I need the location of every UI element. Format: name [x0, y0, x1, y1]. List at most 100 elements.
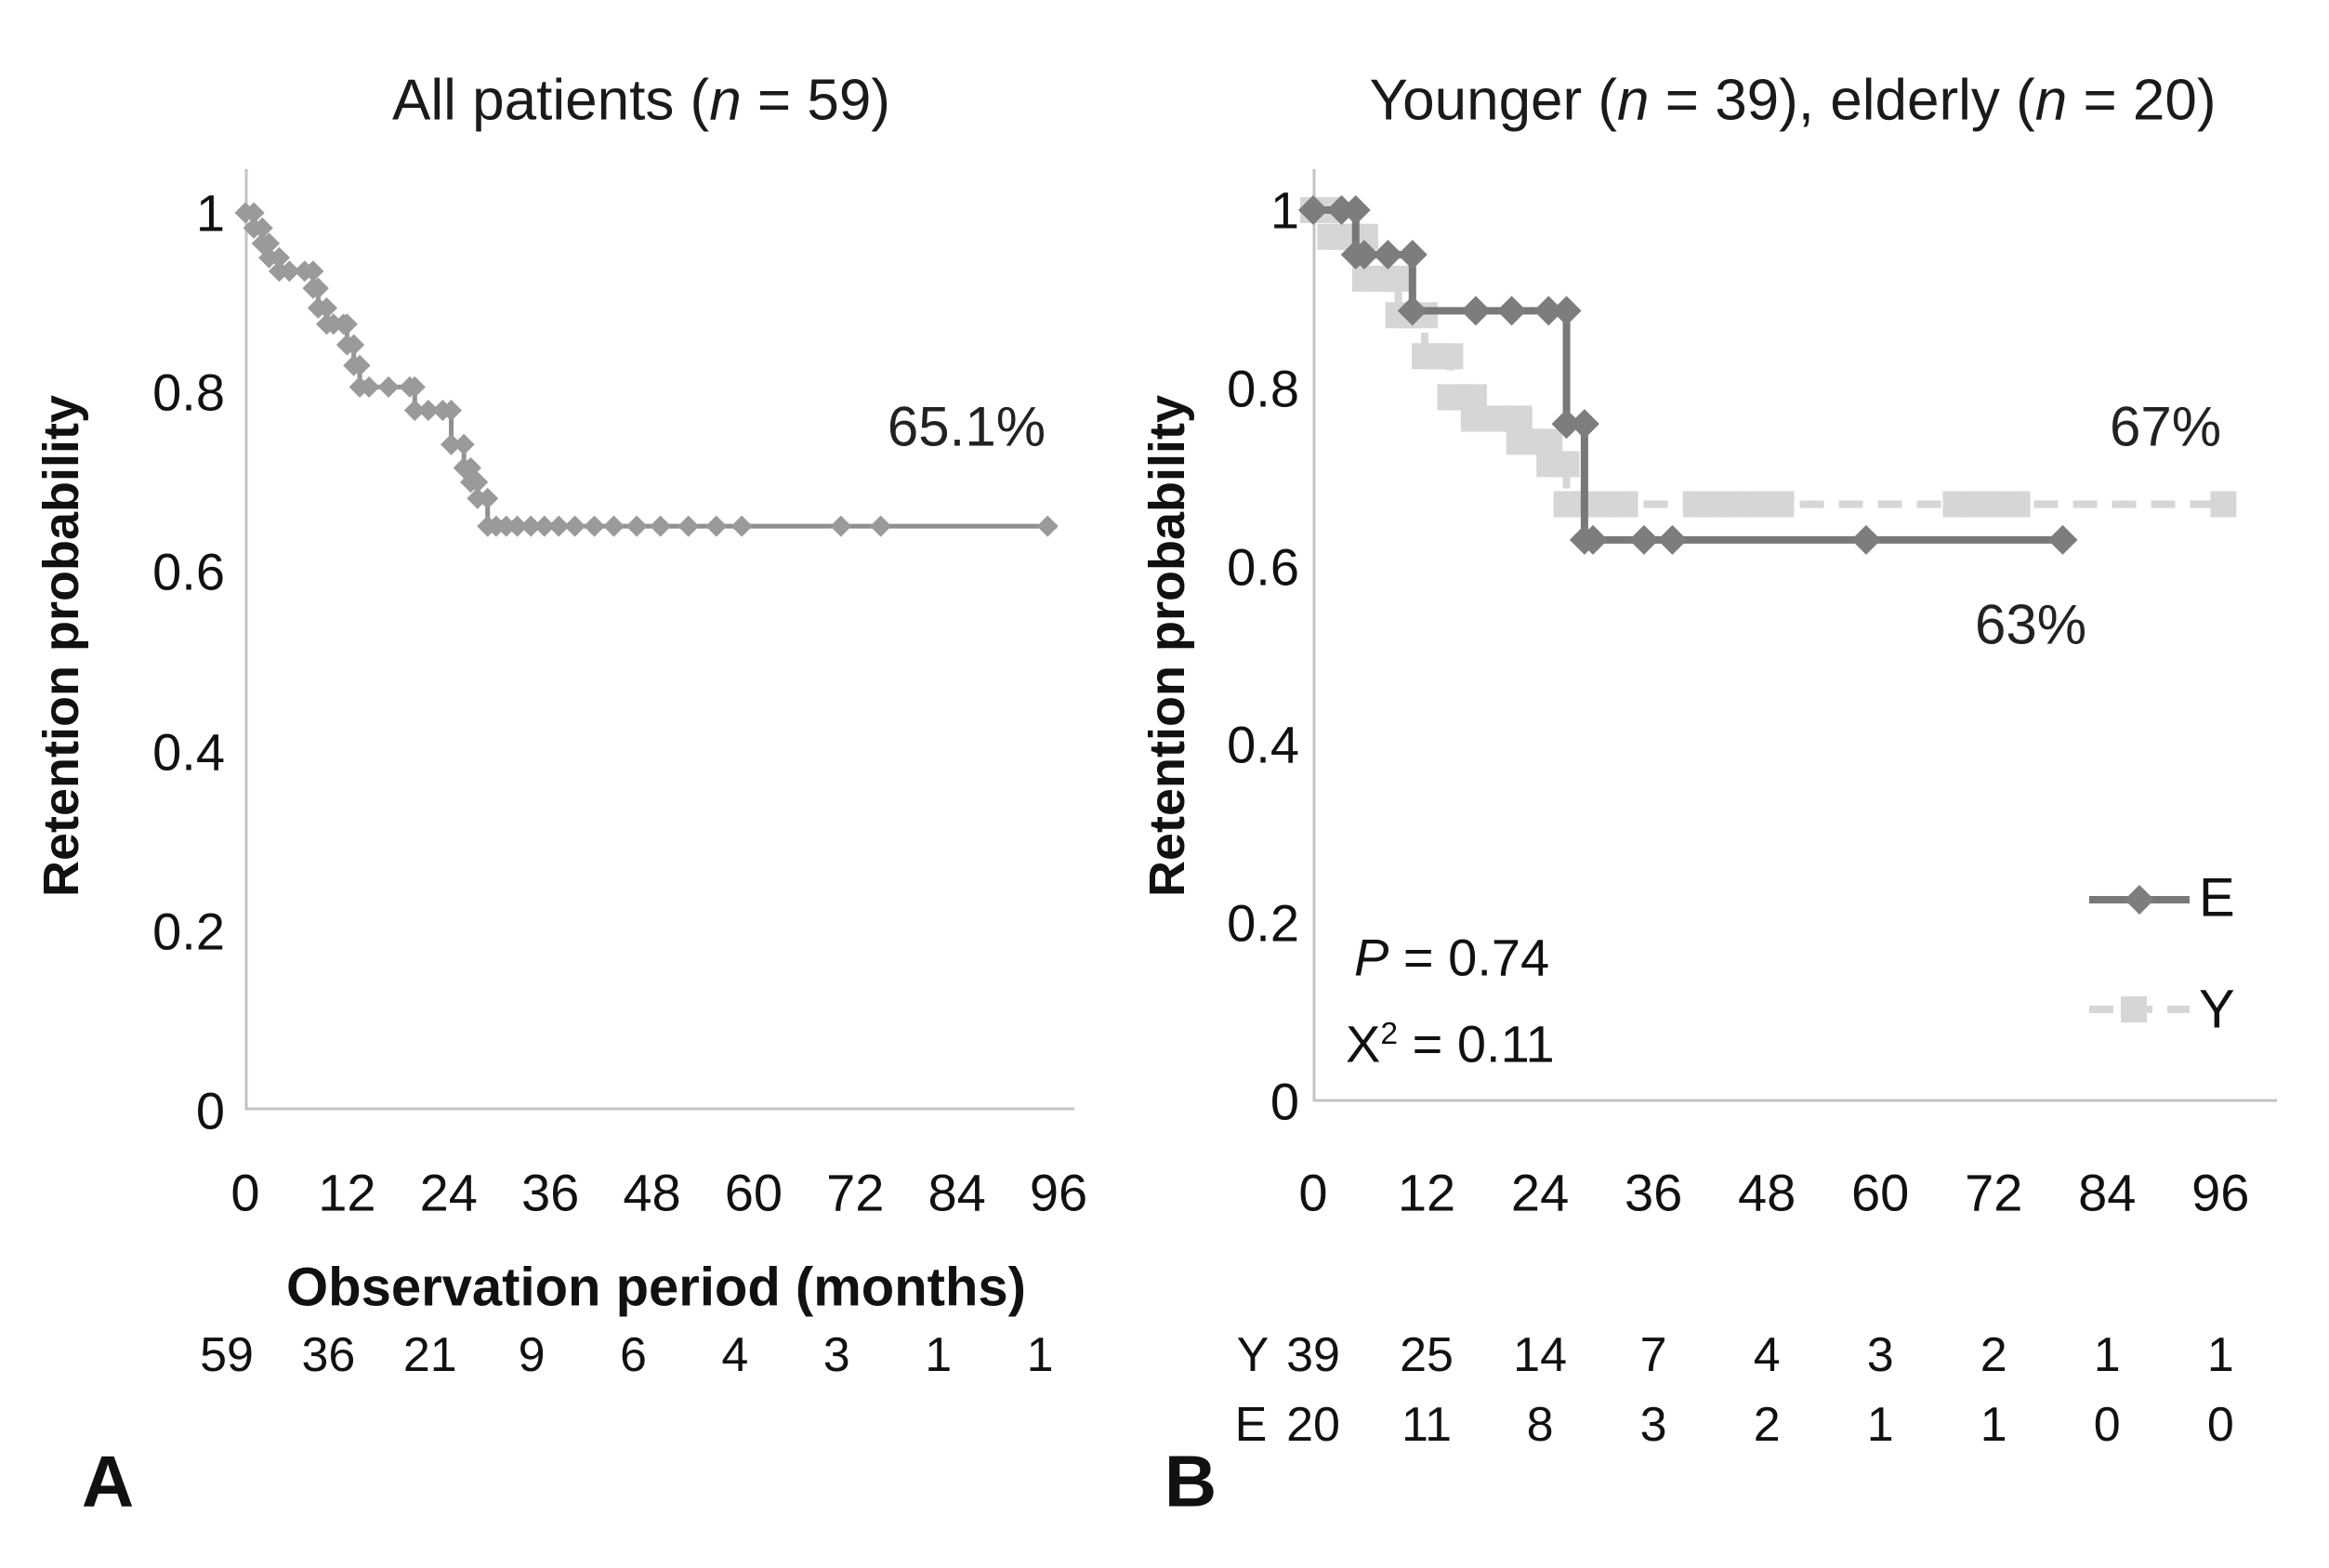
at-risk-count: 3 [1639, 1398, 1667, 1452]
at-risk-count: 1 [1866, 1398, 1894, 1452]
panel-b-axes [1312, 169, 2277, 1102]
at-risk-count: 25 [1400, 1328, 1454, 1382]
text-segment: = 0.11 [1398, 1014, 1555, 1074]
text-segment: P [1354, 928, 1389, 987]
diamond-marker [1569, 409, 1599, 440]
x-tick-label: 72 [1965, 1163, 2023, 1222]
at-risk-count: 36 [301, 1328, 356, 1382]
at-risk-row-prefix: E [1234, 1398, 1268, 1452]
legend-label-elderly: E [2199, 867, 2235, 929]
panel-b-y-axis-title: Retention probability [1139, 395, 1195, 897]
panel-b-letter: B [1164, 1440, 1217, 1522]
at-risk-count: 3 [822, 1328, 850, 1382]
square-marker [1500, 405, 1527, 432]
legend-diamond-elderly [2125, 885, 2154, 915]
diamond-marker [830, 515, 852, 537]
text-segment: = 59) [741, 68, 890, 133]
text-segment: n [709, 68, 742, 133]
diamond-marker [268, 246, 290, 269]
diamond-marker [278, 260, 300, 283]
y-tick-label: 0.6 [1227, 537, 1299, 597]
diamond-marker [258, 232, 281, 255]
x-tick-label: 48 [623, 1163, 681, 1222]
x-tick-label: 96 [1029, 1163, 1088, 1222]
at-risk-count: 1 [925, 1328, 953, 1382]
diamond-marker [343, 334, 365, 356]
diamond-marker [349, 354, 371, 376]
at-risk-count: 4 [1753, 1328, 1781, 1382]
text-segment: = 20) [2067, 68, 2217, 133]
diamond-marker [1578, 524, 1609, 555]
diamond-marker [440, 433, 462, 455]
at-risk-count: 11 [1401, 1398, 1453, 1452]
legend-label-younger: Y [2199, 979, 2235, 1040]
km-curve-e [1313, 206, 2065, 544]
y-tick-label: 1 [195, 183, 225, 243]
diamond-marker [1298, 195, 1328, 225]
square-marker [1961, 491, 1988, 518]
diamond-marker [1496, 296, 1527, 326]
y-tick-label: 0.8 [1227, 359, 1299, 418]
at-risk-count: 59 [200, 1328, 254, 1382]
y-tick-label: 0 [1270, 1072, 1299, 1131]
panel-a-x-axis-title: Observation period (months) [286, 1257, 1026, 1318]
x-tick-label: 60 [1851, 1163, 1910, 1222]
at-risk-count: 39 [1286, 1328, 1340, 1382]
at-risk-count: 21 [402, 1328, 457, 1382]
at-risk-count: 0 [2206, 1398, 2234, 1452]
diamond-marker [584, 515, 606, 537]
diamond-marker [520, 515, 542, 537]
text-segment: = 0.74 [1388, 928, 1550, 987]
diamond-marker [603, 515, 625, 537]
panel-b-younger-annotation: 67% [2109, 395, 2222, 458]
diamond-marker [1628, 524, 1659, 555]
square-marker [1423, 343, 1450, 370]
y-tick-label: 0.4 [152, 722, 225, 782]
square-marker [2210, 491, 2237, 518]
panel-b-chi-square-value: X2 = 0.11 [1346, 1014, 1555, 1074]
at-risk-count: 1 [2093, 1328, 2121, 1382]
diamond-marker [307, 277, 329, 299]
diamond-marker [294, 260, 316, 283]
at-risk-count: 2 [1753, 1398, 1781, 1452]
km-curve-all-patients [245, 210, 1058, 529]
diamond-marker [417, 400, 440, 422]
diamond-marker [1397, 296, 1428, 326]
diamond-marker [477, 487, 499, 509]
diamond-marker [650, 515, 672, 537]
panel-a-title: All patients (n = 59) [392, 68, 890, 134]
diamond-marker [377, 376, 400, 398]
diamond-marker [403, 400, 426, 422]
diamond-marker [2047, 524, 2078, 555]
x-tick-label: 84 [2078, 1163, 2137, 1222]
diamond-marker [564, 515, 586, 537]
text-segment: All patients ( [392, 68, 710, 133]
diamond-marker [870, 515, 892, 537]
diamond-marker [547, 515, 570, 537]
text-segment: = 39), elderly ( [1649, 68, 2035, 133]
at-risk-count: 8 [1526, 1398, 1554, 1452]
y-tick-label: 0 [195, 1081, 225, 1140]
text-segment: Younger ( [1369, 68, 1618, 133]
square-marker [1612, 491, 1638, 518]
diamond-marker [358, 376, 380, 398]
at-risk-count: 0 [2093, 1398, 2121, 1452]
diamond-marker [316, 296, 338, 319]
panel-a-axes [244, 169, 1074, 1111]
square-marker [1553, 451, 1580, 478]
at-risk-count: 7 [1639, 1328, 1667, 1382]
square-marker [2004, 491, 2031, 518]
diamond-marker [705, 515, 728, 537]
y-tick-label: 0.4 [1227, 715, 1299, 774]
square-marker [1375, 265, 1402, 292]
at-risk-count: 1 [2206, 1328, 2234, 1382]
diamond-marker [1460, 296, 1491, 326]
y-tick-label: 0.2 [1227, 893, 1299, 953]
at-risk-row-prefix: Y [1236, 1328, 1270, 1382]
at-risk-count: 4 [721, 1328, 749, 1382]
at-risk-count: 2 [1980, 1328, 2007, 1382]
x-tick-label: 24 [419, 1163, 478, 1222]
at-risk-count: 9 [518, 1328, 546, 1382]
